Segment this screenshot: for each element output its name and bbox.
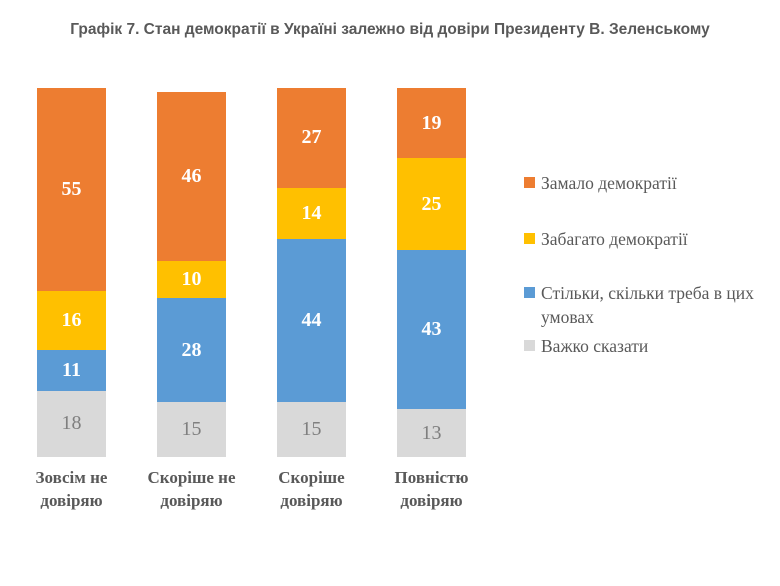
value-label: 16 [61, 309, 82, 331]
value-label: 46 [181, 165, 202, 188]
legend-label: Важко сказати [541, 336, 649, 356]
value-label: 11 [62, 358, 81, 381]
bar-1-segment-4: 18 [37, 390, 106, 457]
legend-swatch-icon [524, 340, 535, 351]
plot-area: 55 16 11 18 46 10 28 15 27 14 44 15 19 25 43 13 [0, 88, 520, 457]
bar-1-segment-2: 16 [37, 290, 106, 351]
x-axis-label-1: Зовсім не довіряю [35, 468, 108, 510]
value-label: 18 [61, 412, 82, 435]
legend-item-1: Замало демократії [524, 171, 768, 195]
bar-2-segment-2: 10 [157, 261, 226, 299]
value-label: 43 [421, 318, 442, 341]
bar-1-segment-1: 55 [37, 88, 106, 291]
value-label: 44 [301, 308, 322, 331]
x-axis-labels: Зовсім не довіряю Скоріше не довіряю Скорі… [0, 466, 520, 521]
bar-2-segment-4: 15 [157, 401, 226, 457]
legend-item-3: Стільки, скільки треба в цих умовах [524, 281, 768, 329]
legend-label: Забагато демократії [541, 229, 688, 249]
value-label: 13 [421, 421, 442, 444]
legend-swatch-icon [524, 177, 535, 188]
value-label: 25 [421, 192, 442, 215]
bar-4-segment-3: 43 [397, 250, 466, 410]
x-axis-label-4: Повністю довіряю [394, 468, 469, 510]
x-axis-label-2: Скоріше не довіряю [147, 468, 236, 510]
value-label: 14 [301, 201, 322, 224]
legend-swatch-icon [524, 287, 535, 298]
bar-4-segment-2: 25 [397, 158, 466, 251]
bar-4-segment-4: 13 [397, 409, 466, 457]
bar-1: 55 16 11 18 [37, 88, 106, 457]
value-label: 28 [181, 338, 202, 361]
bar-3-segment-3: 44 [277, 239, 346, 402]
value-label: 27 [301, 126, 322, 149]
bar-3: 27 14 44 15 [277, 88, 346, 457]
bar-4: 19 25 43 13 [397, 88, 466, 457]
bar-1-segment-3: 11 [37, 350, 106, 391]
value-label: 15 [181, 417, 202, 440]
bar-2-segment-1: 46 [157, 91, 226, 262]
bar-3-segment-1: 27 [277, 88, 346, 188]
bar-2-segment-3: 28 [157, 298, 226, 402]
bar-3-segment-4: 15 [277, 401, 346, 457]
legend-label: Замало демократії [541, 173, 677, 193]
value-label: 19 [421, 111, 442, 134]
value-label: 55 [61, 178, 82, 201]
legend-item-4: Важко сказати [524, 334, 768, 358]
legend-item-2: Забагато демократії [524, 227, 768, 251]
x-axis-label-3: Скоріше довіряю [278, 468, 345, 510]
value-label: 15 [301, 417, 322, 440]
value-label: 10 [181, 268, 202, 291]
bar-4-segment-1: 19 [397, 88, 466, 159]
legend-swatch-icon [524, 233, 535, 244]
chart-title: Графік 7. Стан демократії в Україні зале… [70, 21, 710, 38]
bar-3-segment-2: 14 [277, 187, 346, 240]
bar-2: 46 10 28 15 [157, 91, 226, 457]
legend-label: Стільки, скільки треба в цих умовах [541, 283, 754, 327]
